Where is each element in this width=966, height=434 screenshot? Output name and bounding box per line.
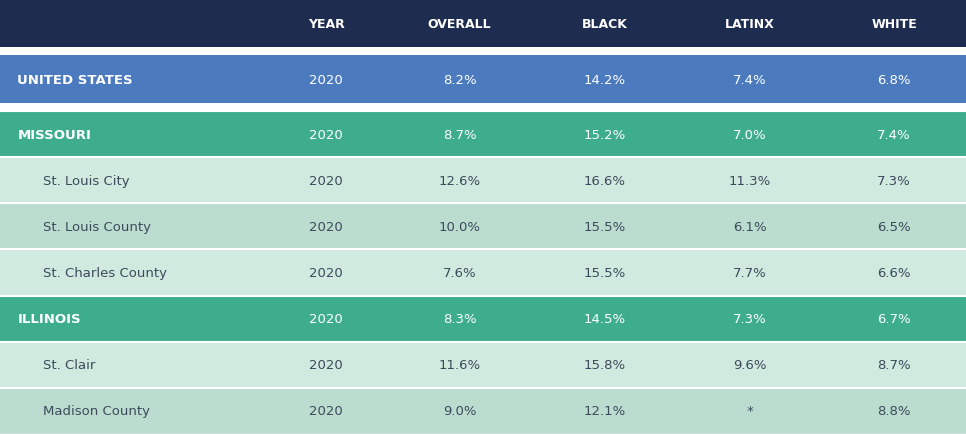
Text: Madison County: Madison County bbox=[43, 404, 151, 418]
Text: LATINX: LATINX bbox=[724, 17, 775, 30]
Text: 15.8%: 15.8% bbox=[583, 358, 626, 372]
Text: 14.5%: 14.5% bbox=[583, 312, 626, 326]
Text: BLACK: BLACK bbox=[582, 17, 628, 30]
Text: 7.4%: 7.4% bbox=[877, 128, 911, 141]
Bar bbox=[0, 388, 966, 434]
Text: MISSOURI: MISSOURI bbox=[17, 128, 91, 141]
Bar bbox=[0, 104, 966, 112]
Text: 9.6%: 9.6% bbox=[733, 358, 766, 372]
Text: 2020: 2020 bbox=[309, 220, 343, 233]
Text: 8.7%: 8.7% bbox=[877, 358, 911, 372]
Text: 6.1%: 6.1% bbox=[732, 220, 766, 233]
Text: St. Louis City: St. Louis City bbox=[43, 174, 130, 187]
Text: 2020: 2020 bbox=[309, 312, 343, 326]
Text: St. Charles County: St. Charles County bbox=[43, 266, 167, 279]
Bar bbox=[0, 204, 966, 250]
Text: WHITE: WHITE bbox=[871, 17, 917, 30]
Bar bbox=[0, 296, 966, 342]
Text: 12.6%: 12.6% bbox=[439, 174, 480, 187]
Text: 8.8%: 8.8% bbox=[877, 404, 911, 418]
Text: 8.7%: 8.7% bbox=[442, 128, 476, 141]
Text: YEAR: YEAR bbox=[307, 17, 344, 30]
Text: 2020: 2020 bbox=[309, 174, 343, 187]
Text: 6.7%: 6.7% bbox=[877, 312, 911, 326]
Text: 7.3%: 7.3% bbox=[732, 312, 766, 326]
Text: 15.5%: 15.5% bbox=[583, 266, 626, 279]
Text: *: * bbox=[746, 404, 753, 418]
Text: 7.3%: 7.3% bbox=[877, 174, 911, 187]
Bar bbox=[0, 250, 966, 296]
Text: 2020: 2020 bbox=[309, 266, 343, 279]
Bar bbox=[0, 158, 966, 204]
Text: 2020: 2020 bbox=[309, 73, 343, 86]
Bar bbox=[0, 0, 966, 48]
Text: 7.0%: 7.0% bbox=[732, 128, 766, 141]
Text: UNITED STATES: UNITED STATES bbox=[17, 73, 133, 86]
Text: 6.5%: 6.5% bbox=[877, 220, 911, 233]
Bar bbox=[0, 56, 966, 104]
Text: 9.0%: 9.0% bbox=[442, 404, 476, 418]
Text: St. Louis County: St. Louis County bbox=[43, 220, 152, 233]
Text: 8.2%: 8.2% bbox=[442, 73, 476, 86]
Bar bbox=[0, 342, 966, 388]
Text: 11.6%: 11.6% bbox=[439, 358, 480, 372]
Text: 6.8%: 6.8% bbox=[877, 73, 911, 86]
Text: 6.6%: 6.6% bbox=[877, 266, 911, 279]
Text: 7.7%: 7.7% bbox=[732, 266, 766, 279]
Bar bbox=[0, 48, 966, 56]
Text: OVERALL: OVERALL bbox=[428, 17, 492, 30]
Text: 2020: 2020 bbox=[309, 128, 343, 141]
Bar bbox=[0, 112, 966, 158]
Text: 15.5%: 15.5% bbox=[583, 220, 626, 233]
Text: 15.2%: 15.2% bbox=[583, 128, 626, 141]
Text: 2020: 2020 bbox=[309, 404, 343, 418]
Text: St. Clair: St. Clair bbox=[43, 358, 96, 372]
Text: 7.4%: 7.4% bbox=[732, 73, 766, 86]
Text: 14.2%: 14.2% bbox=[583, 73, 626, 86]
Text: 11.3%: 11.3% bbox=[728, 174, 771, 187]
Text: 10.0%: 10.0% bbox=[439, 220, 480, 233]
Text: 16.6%: 16.6% bbox=[583, 174, 626, 187]
Text: 8.3%: 8.3% bbox=[442, 312, 476, 326]
Text: ILLINOIS: ILLINOIS bbox=[17, 312, 81, 326]
Text: 2020: 2020 bbox=[309, 358, 343, 372]
Text: 7.6%: 7.6% bbox=[442, 266, 476, 279]
Text: 12.1%: 12.1% bbox=[583, 404, 626, 418]
